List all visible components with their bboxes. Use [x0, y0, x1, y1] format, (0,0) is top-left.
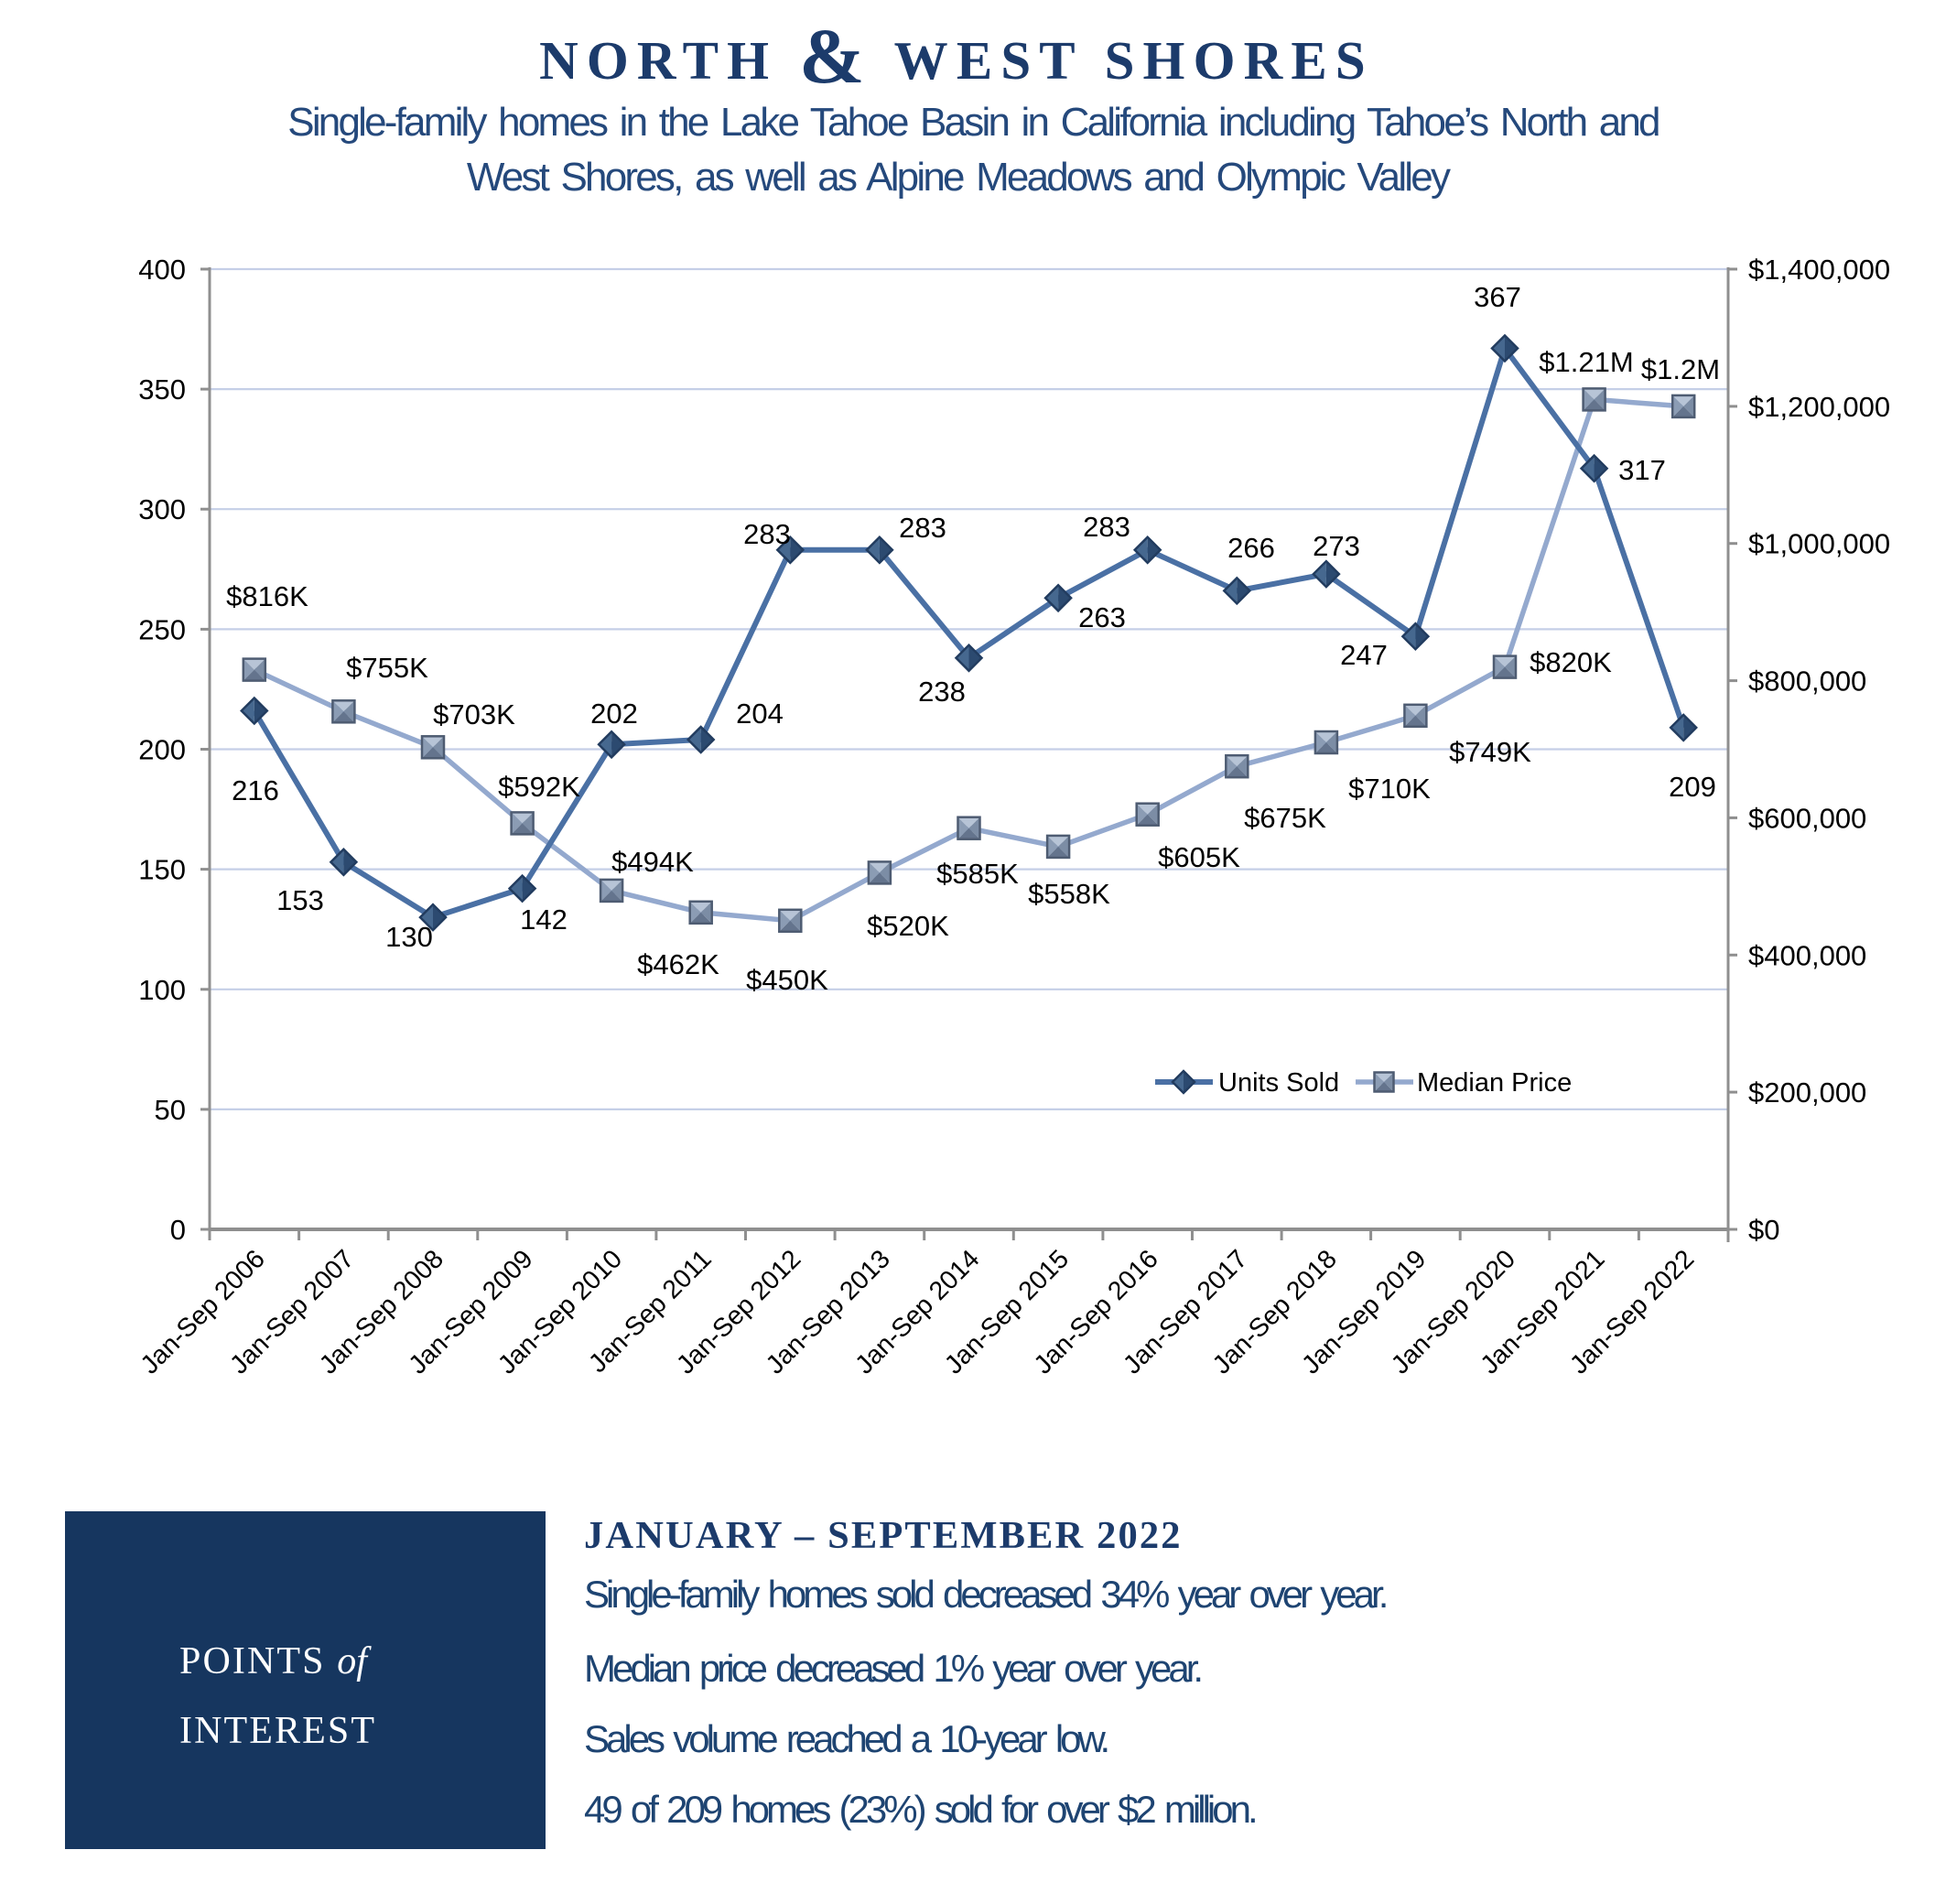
svg-text:250: 250 — [138, 613, 186, 645]
svg-text:204: 204 — [736, 698, 784, 730]
svg-text:142: 142 — [520, 903, 568, 936]
svg-text:202: 202 — [590, 698, 638, 730]
svg-text:50: 50 — [155, 1094, 186, 1126]
svg-text:$600,000: $600,000 — [1748, 802, 1866, 834]
svg-text:$0: $0 — [1748, 1214, 1779, 1246]
svg-text:273: 273 — [1313, 530, 1360, 562]
svg-text:317: 317 — [1618, 454, 1666, 486]
svg-text:283: 283 — [743, 518, 791, 550]
svg-text:350: 350 — [138, 373, 186, 406]
svg-text:Units Sold: Units Sold — [1218, 1068, 1339, 1098]
svg-text:263: 263 — [1078, 601, 1126, 633]
svg-text:$820K: $820K — [1530, 646, 1612, 678]
svg-text:$558K: $558K — [1028, 878, 1110, 910]
svg-text:$494K: $494K — [611, 846, 694, 878]
svg-text:$1,000,000: $1,000,000 — [1748, 528, 1890, 560]
svg-text:216: 216 — [232, 774, 279, 806]
svg-text:266: 266 — [1227, 532, 1275, 564]
svg-text:$1.21M: $1.21M — [1539, 346, 1633, 378]
svg-text:$605K: $605K — [1158, 841, 1240, 873]
svg-text:200: 200 — [138, 734, 186, 766]
svg-text:0: 0 — [170, 1214, 186, 1246]
svg-text:100: 100 — [138, 974, 186, 1006]
svg-text:247: 247 — [1340, 639, 1388, 671]
svg-text:$400,000: $400,000 — [1748, 939, 1866, 971]
svg-text:$800,000: $800,000 — [1748, 665, 1866, 698]
svg-text:$1.2M: $1.2M — [1641, 353, 1720, 385]
svg-text:$675K: $675K — [1244, 802, 1326, 834]
svg-text:$710K: $710K — [1348, 773, 1431, 805]
svg-text:$1,200,000: $1,200,000 — [1748, 391, 1890, 423]
svg-text:400: 400 — [138, 254, 186, 286]
svg-text:209: 209 — [1669, 771, 1716, 803]
svg-text:238: 238 — [918, 676, 966, 708]
svg-text:153: 153 — [276, 884, 324, 916]
svg-text:$592K: $592K — [498, 771, 580, 803]
svg-text:283: 283 — [1083, 511, 1130, 543]
svg-text:$703K: $703K — [433, 698, 515, 730]
svg-text:283: 283 — [899, 512, 946, 544]
svg-text:300: 300 — [138, 493, 186, 525]
svg-text:$749K: $749K — [1449, 736, 1531, 768]
svg-text:130: 130 — [385, 921, 433, 953]
svg-text:$755K: $755K — [346, 652, 428, 684]
svg-text:$450K: $450K — [746, 964, 828, 996]
svg-text:367: 367 — [1474, 281, 1521, 313]
svg-text:$462K: $462K — [637, 948, 719, 980]
svg-text:150: 150 — [138, 854, 186, 886]
svg-text:$1,400,000: $1,400,000 — [1748, 254, 1890, 286]
svg-text:$585K: $585K — [936, 858, 1019, 890]
svg-text:$200,000: $200,000 — [1748, 1076, 1866, 1109]
svg-text:$520K: $520K — [867, 910, 949, 942]
svg-text:Median Price: Median Price — [1417, 1068, 1572, 1098]
svg-text:$816K: $816K — [226, 580, 308, 612]
